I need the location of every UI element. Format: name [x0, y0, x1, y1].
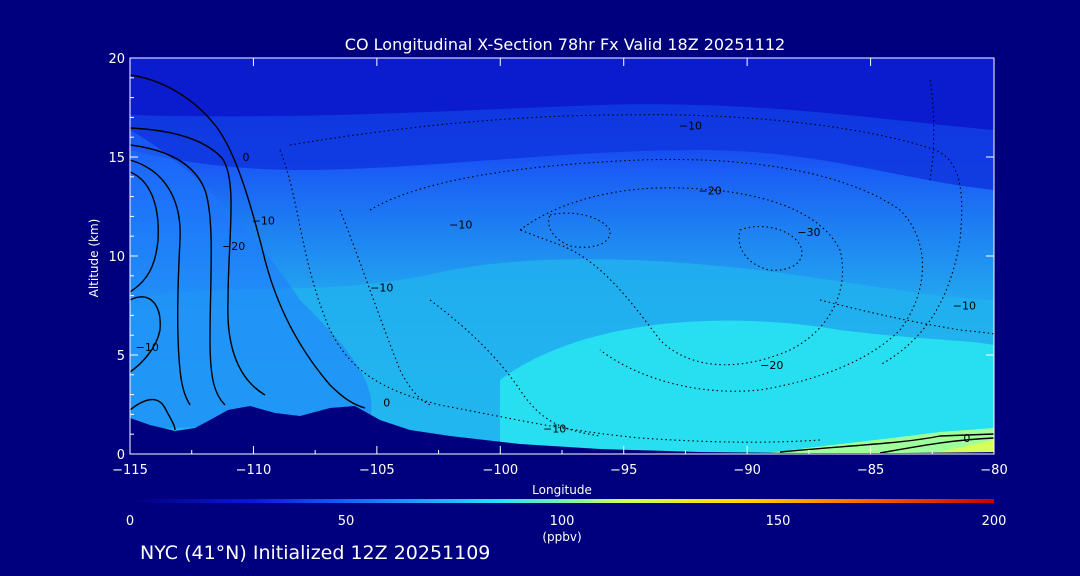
contour-label: −20: [699, 185, 722, 198]
contour-label: −10: [252, 214, 275, 227]
colorbar-tick-label: 0: [126, 514, 134, 529]
contour-label: 0: [243, 151, 250, 164]
colorbar-tick-label: 100: [550, 514, 575, 529]
y-axis-label: Altitude (km): [87, 219, 101, 298]
contour-labels: 0 −10 −20 −10 −10 0 −10 −10 −20 −30 −10 −20 −10 0: [136, 119, 976, 445]
colorbar-tick-label: 50: [338, 514, 355, 529]
contour-label: −10: [449, 218, 472, 231]
contour-label: 0: [963, 432, 970, 445]
x-tick-label: −80: [980, 463, 1007, 478]
x-tick-label: −110: [236, 463, 272, 478]
contours-dashed: [279, 79, 994, 443]
y-tick-label: 10: [108, 250, 125, 265]
y-tick-label: 5: [117, 349, 125, 364]
x-tick-label: −105: [359, 463, 395, 478]
colorbar-tick-label: 200: [982, 514, 1007, 529]
chart-title: CO Longitudinal X-Section 78hr Fx Valid …: [345, 35, 785, 54]
colorbar-unit-label: (ppbv): [542, 530, 581, 544]
co-field-top-band: [130, 58, 994, 130]
x-tick-label: −100: [482, 463, 518, 478]
contour-label: −20: [222, 240, 245, 253]
contours-solid: [130, 74, 994, 454]
contour-label: −20: [760, 359, 783, 372]
y-tick-label: 0: [117, 448, 125, 463]
x-tick-label: −85: [857, 463, 884, 478]
terrain: [130, 406, 994, 454]
co-field-surface-peak: [930, 440, 994, 454]
y-tick-label: 20: [108, 52, 125, 67]
contour-label: −30: [797, 226, 820, 239]
plot-area: 0 −10 −20 −10 −10 0 −10 −10 −20 −30 −10 −20 −10 0: [130, 58, 994, 454]
x-tick-label: −90: [733, 463, 760, 478]
x-axis-label: Longitude: [532, 483, 592, 497]
colorbar-ticks: 0 50 100 150 200: [126, 514, 1007, 529]
x-tick-label: −115: [112, 463, 148, 478]
colorbar-tick-label: 150: [766, 514, 791, 529]
contour-label: −10: [543, 422, 566, 435]
co-field-west-low: [130, 130, 372, 430]
contour-label: −10: [136, 341, 159, 354]
co-field-high-region: [500, 320, 994, 454]
contour-label: −10: [953, 300, 976, 313]
contour-label: 0: [383, 397, 390, 410]
colorbar: [130, 499, 994, 503]
contour-label: −10: [370, 282, 393, 295]
init-footer: NYC (41°N) Initialized 12Z 20251109: [140, 542, 491, 564]
x-tick-label: −95: [610, 463, 637, 478]
y-tick-label: 15: [108, 151, 125, 166]
co-field-surface-max: [760, 428, 994, 454]
contour-label: −10: [679, 119, 702, 132]
